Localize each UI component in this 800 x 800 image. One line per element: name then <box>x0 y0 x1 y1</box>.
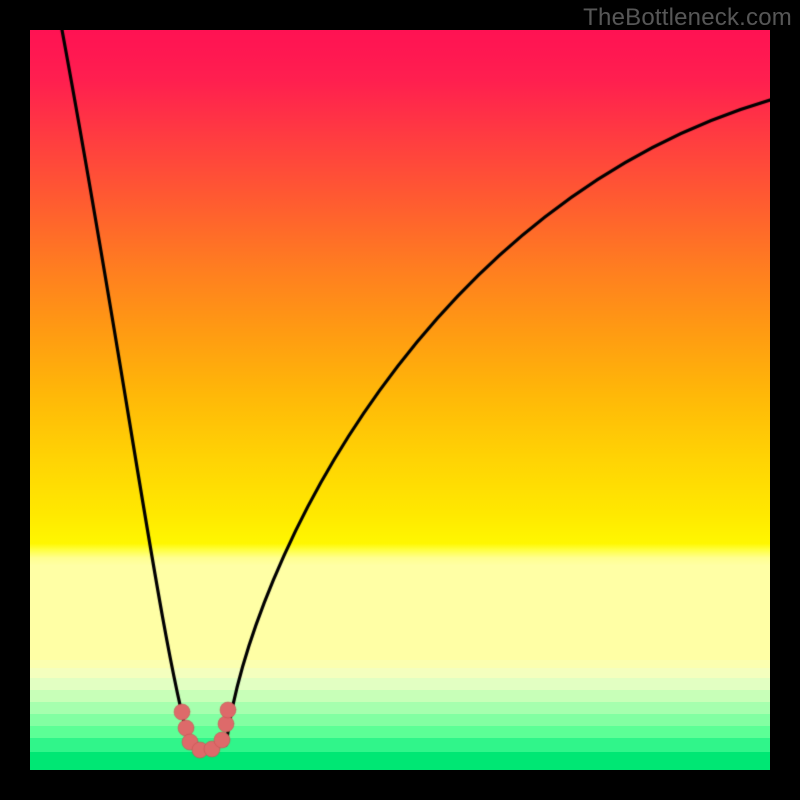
frame-border-bottom <box>0 770 800 800</box>
frame-border-left <box>0 0 30 800</box>
curve-canvas <box>0 0 800 800</box>
chart-stage: TheBottleneck.com <box>0 0 800 800</box>
frame-border-right <box>770 0 800 800</box>
watermark-text: TheBottleneck.com <box>583 4 792 32</box>
